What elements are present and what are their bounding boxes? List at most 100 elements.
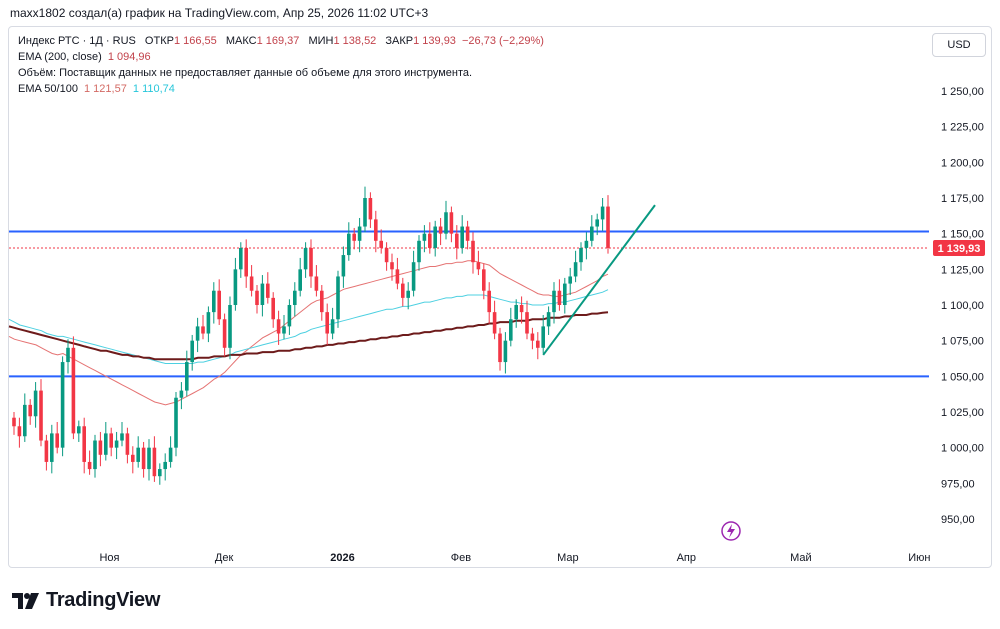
candle-body[interactable] [579, 247, 583, 263]
candle-body[interactable] [606, 206, 610, 248]
candle-body[interactable] [422, 233, 427, 241]
candle-body[interactable] [287, 305, 292, 327]
candle-body[interactable] [395, 269, 400, 284]
candle-body[interactable] [557, 290, 562, 305]
candle-body[interactable] [433, 226, 437, 248]
candle-body[interactable] [255, 290, 259, 305]
candle-body[interactable] [428, 233, 432, 248]
candle-body[interactable] [136, 447, 140, 462]
candle-body[interactable] [519, 305, 524, 313]
candle-body[interactable] [330, 319, 335, 334]
candle-body[interactable] [87, 461, 92, 470]
candle-body[interactable] [341, 255, 346, 277]
candle-body[interactable] [590, 226, 594, 241]
candle-body[interactable] [282, 326, 286, 334]
candle-body[interactable] [384, 247, 389, 263]
candle-body[interactable] [303, 247, 308, 270]
candle-body[interactable] [309, 247, 313, 277]
candle-body[interactable] [568, 276, 572, 284]
candle-body[interactable] [131, 454, 135, 462]
candle-body[interactable] [114, 440, 119, 448]
candle-body[interactable] [374, 219, 378, 241]
candle-body[interactable] [298, 269, 302, 291]
trendline[interactable] [542, 204, 656, 356]
ema50-line[interactable] [8, 260, 609, 406]
candle-body[interactable] [44, 440, 49, 462]
candle-body[interactable] [584, 240, 589, 248]
candle-body[interactable] [217, 290, 221, 320]
candle-body[interactable] [476, 262, 481, 270]
candle-body[interactable] [595, 219, 599, 227]
candle-body[interactable] [104, 433, 108, 455]
candle-body[interactable] [314, 276, 319, 291]
candle-body[interactable] [357, 226, 362, 241]
candle-body[interactable] [530, 333, 535, 341]
candle-body[interactable] [179, 390, 184, 398]
candle-body[interactable] [109, 433, 113, 448]
candle-body[interactable] [93, 440, 97, 470]
candle-body[interactable] [438, 226, 443, 234]
candle-body[interactable] [152, 447, 157, 477]
candle-body[interactable] [233, 269, 238, 305]
candle-body[interactable] [325, 312, 329, 334]
candle-body[interactable] [276, 319, 281, 334]
candle-body[interactable] [487, 290, 491, 313]
candle-body[interactable] [492, 312, 497, 334]
candle-body[interactable] [541, 326, 545, 348]
tradingview-logo[interactable]: TradingView [12, 589, 160, 612]
candle-body[interactable] [17, 426, 22, 437]
candle-body[interactable] [228, 305, 232, 348]
candle-body[interactable] [449, 212, 454, 234]
symbol-label[interactable]: Индекс РТС · 1Д · RUS [18, 35, 136, 47]
candle-body[interactable] [368, 198, 373, 220]
candle-body[interactable] [12, 417, 16, 427]
candle-body[interactable] [163, 461, 167, 470]
candle-body[interactable] [320, 290, 324, 313]
candle-body[interactable] [406, 290, 410, 298]
candle-body[interactable] [212, 290, 216, 313]
candle-body[interactable] [363, 198, 367, 227]
candle-body[interactable] [552, 290, 556, 313]
candle-body[interactable] [411, 262, 416, 291]
candle-body[interactable] [98, 440, 103, 455]
candle-body[interactable] [347, 233, 351, 256]
candle-body[interactable] [244, 247, 248, 277]
candle-body[interactable] [39, 390, 43, 441]
candle-body[interactable] [266, 283, 270, 298]
currency-button[interactable]: USD [932, 33, 986, 57]
candle-body[interactable] [147, 447, 151, 470]
candle-body[interactable] [536, 340, 540, 348]
candle-body[interactable] [185, 362, 189, 391]
candle-body[interactable] [390, 262, 394, 270]
candle-body[interactable] [23, 404, 27, 437]
candle-body[interactable] [222, 319, 227, 348]
candle-body[interactable] [546, 312, 551, 327]
candle-body[interactable] [465, 226, 470, 241]
candle-body[interactable] [498, 333, 502, 363]
candle-body[interactable] [174, 397, 178, 448]
candle-body[interactable] [249, 276, 254, 291]
candle-body[interactable] [71, 347, 76, 434]
candle-body[interactable] [141, 447, 146, 470]
candle-body[interactable] [28, 404, 32, 417]
candle-body[interactable] [50, 433, 54, 462]
candle-body[interactable] [125, 433, 130, 455]
ema100-line[interactable] [8, 289, 609, 364]
candle-body[interactable] [563, 283, 567, 305]
candle-body[interactable] [120, 433, 124, 441]
candle-body[interactable] [195, 326, 200, 341]
candle-body[interactable] [201, 326, 205, 334]
candle-body[interactable] [260, 283, 265, 305]
candle-body[interactable] [206, 312, 211, 334]
candle-body[interactable] [525, 312, 529, 334]
candle-body[interactable] [168, 447, 173, 462]
candle-body[interactable] [600, 206, 605, 220]
candle-body[interactable] [471, 240, 475, 263]
candle-body[interactable] [33, 390, 38, 417]
candle-body[interactable] [82, 426, 86, 462]
candle-body[interactable] [444, 212, 448, 234]
candle-body[interactable] [573, 262, 578, 277]
ema200-row[interactable]: EMA (200, close) 1 094,96 [18, 49, 544, 65]
candle-body[interactable] [379, 240, 383, 248]
